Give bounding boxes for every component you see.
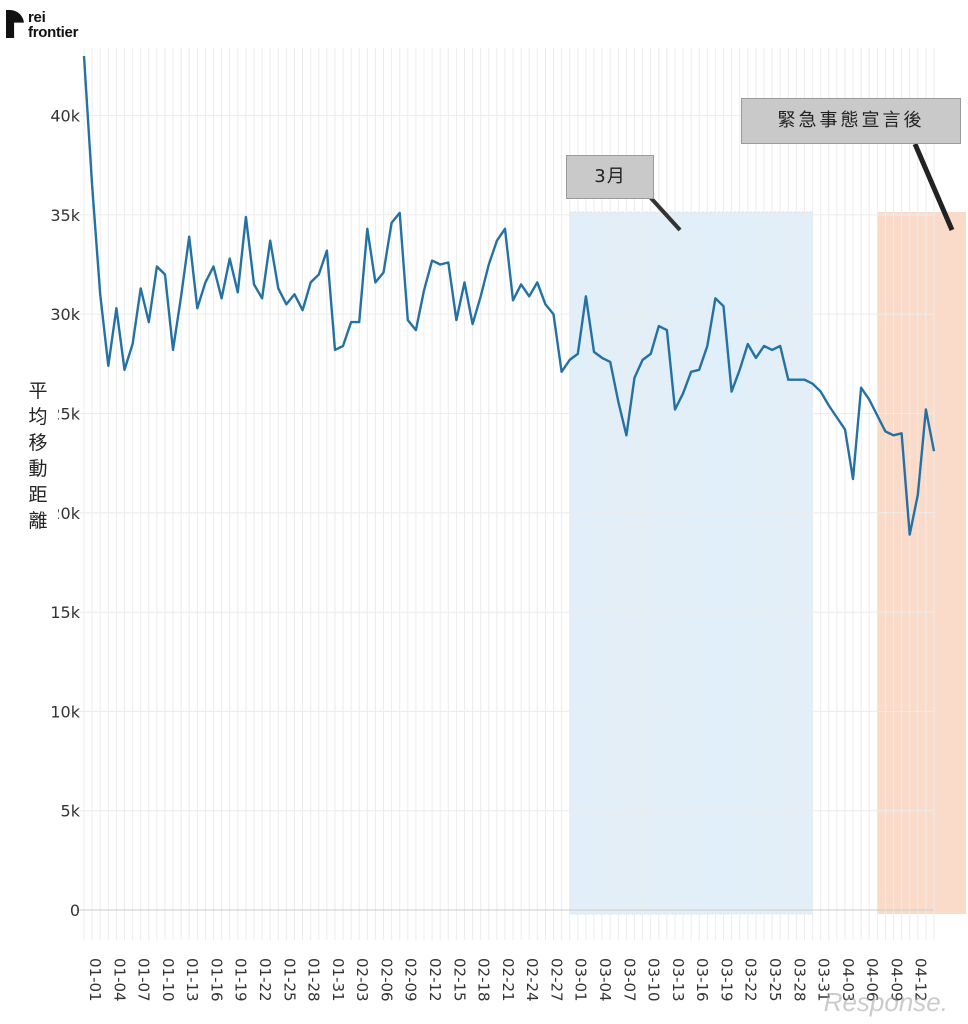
x-tick-label: 01-10: [159, 958, 177, 1002]
y-axis-label-char: 平: [28, 380, 48, 402]
x-tick-label: 03-25: [766, 958, 784, 1002]
y-tick-label: 30k: [50, 305, 80, 324]
x-tick-label: 03-13: [669, 958, 687, 1002]
y-axis-label-char: 均: [28, 406, 48, 428]
x-tick-label: 01-07: [135, 958, 153, 1002]
x-tick-label: 03-31: [815, 958, 833, 1002]
x-tick-label: 01-19: [232, 958, 250, 1002]
y-tick-label: 35k: [50, 206, 80, 225]
y-axis-label-char: 離: [28, 510, 48, 532]
x-tick-label: 01-25: [280, 958, 298, 1002]
y-axis-label-char: 移: [28, 432, 48, 454]
y-tick-label: 40k: [50, 107, 80, 126]
y-tick-label: 15k: [50, 603, 80, 622]
callout-march-pointer: [648, 195, 682, 232]
brand-logo: rei frontier: [6, 10, 78, 40]
x-tick-label: 01-04: [110, 958, 128, 1002]
x-tick-label: 04-12: [912, 958, 930, 1002]
y-axis-label: 平均移動距離: [24, 378, 52, 534]
callout-emergency: 緊急事態宣言後: [741, 98, 961, 144]
brand-logo-text: rei frontier: [28, 10, 78, 40]
callout-emergency-pointer: [912, 143, 955, 231]
brand-line-2: frontier: [28, 24, 79, 41]
x-tick-label: 01-31: [329, 958, 347, 1002]
series-line: [82, 55, 936, 536]
x-tick-label: 03-22: [742, 958, 760, 1002]
y-label-mask: [22, 374, 58, 534]
x-tick-label: 03-28: [790, 958, 808, 1002]
x-tick-label: 01-13: [183, 958, 201, 1002]
x-tick-label: 02-03: [353, 958, 371, 1002]
x-tick-label: 01-01: [86, 958, 104, 1002]
x-tick-label: 04-09: [887, 958, 905, 1002]
x-tick-label: 04-03: [839, 958, 857, 1002]
y-tick-label: 5k: [61, 802, 81, 821]
x-tick-label: 03-04: [596, 958, 614, 1002]
x-tick-label: 03-10: [645, 958, 663, 1002]
x-tick-label: 02-06: [377, 958, 395, 1002]
x-tick-label: 01-22: [256, 958, 274, 1002]
x-tick-label: 03-01: [572, 958, 590, 1002]
callout-march: 3月: [566, 155, 654, 199]
brand-line-1: rei: [28, 9, 46, 26]
x-tick-label: 02-27: [547, 958, 565, 1002]
watermark: Response.: [823, 987, 948, 1017]
y-axis-label-char: 距: [28, 484, 48, 506]
y-tick-label: 0: [70, 901, 80, 920]
x-tick-label: 04-06: [863, 958, 881, 1002]
x-tick-label: 01-28: [305, 958, 323, 1002]
x-tick-label: 03-07: [620, 958, 638, 1002]
x-tick-label: 03-16: [693, 958, 711, 1002]
x-tick-label: 03-19: [717, 958, 735, 1002]
x-tick-label: 02-18: [475, 958, 493, 1002]
y-axis-label-char: 動: [28, 458, 48, 480]
x-tick-label: 02-24: [523, 958, 541, 1002]
x-tick-label: 02-12: [426, 958, 444, 1002]
x-tick-label: 01-16: [207, 958, 225, 1002]
y-tick-label: 10k: [50, 702, 80, 721]
x-tick-label: 02-21: [499, 958, 517, 1002]
x-tick-label: 02-09: [402, 958, 420, 1002]
x-tick-label: 02-15: [450, 958, 468, 1002]
highlight-band: [877, 212, 966, 914]
